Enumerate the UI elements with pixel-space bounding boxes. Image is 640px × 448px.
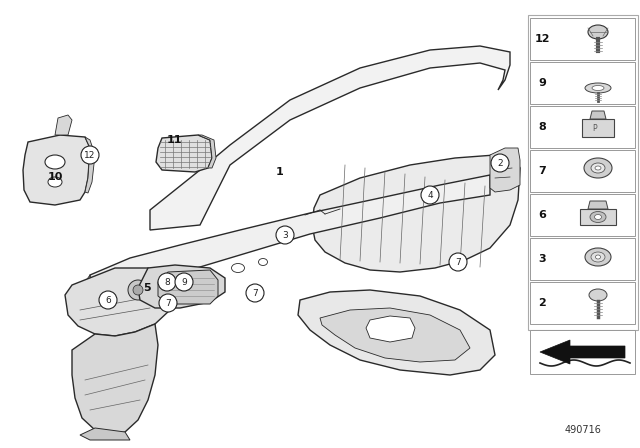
Text: 8: 8 [538,122,546,132]
Polygon shape [158,270,218,304]
Text: 6: 6 [105,296,111,305]
Text: 490716: 490716 [564,425,602,435]
Polygon shape [85,275,90,318]
Text: 2: 2 [538,298,546,308]
Ellipse shape [171,273,199,287]
Text: 3: 3 [282,231,288,240]
Text: 2: 2 [497,159,503,168]
Polygon shape [23,135,90,205]
Polygon shape [320,308,470,362]
Text: 7: 7 [252,289,258,297]
Bar [530,62,635,104]
Bar [530,106,635,148]
Ellipse shape [595,215,602,220]
Circle shape [158,273,176,291]
Bar [530,330,635,374]
Bar [582,119,614,137]
Ellipse shape [232,263,244,272]
Text: 1: 1 [276,167,284,177]
Ellipse shape [595,255,600,259]
Ellipse shape [590,211,606,223]
Circle shape [128,280,148,300]
Ellipse shape [591,163,605,173]
Circle shape [421,186,439,204]
Bar [580,209,616,225]
Circle shape [246,284,264,302]
Bar [530,150,635,192]
Circle shape [159,294,177,312]
Polygon shape [150,46,510,230]
Text: 12: 12 [534,34,550,44]
Text: P: P [593,124,597,133]
Circle shape [175,273,193,291]
Text: 10: 10 [47,172,63,182]
Polygon shape [588,201,608,209]
Ellipse shape [45,155,65,169]
Polygon shape [138,265,225,308]
Polygon shape [366,316,415,342]
Ellipse shape [595,166,601,170]
Ellipse shape [48,177,62,187]
Polygon shape [156,135,212,172]
Bar [530,238,635,280]
Polygon shape [55,115,72,135]
Text: 7: 7 [538,166,546,176]
Polygon shape [85,137,95,193]
Polygon shape [298,290,495,375]
Polygon shape [540,340,625,364]
Text: 12: 12 [84,151,96,159]
Ellipse shape [588,25,608,39]
Polygon shape [312,155,520,272]
Bar [530,18,635,60]
Text: 9: 9 [181,277,187,287]
Ellipse shape [592,86,604,90]
Text: 5: 5 [143,283,151,293]
Ellipse shape [589,289,607,301]
Circle shape [491,154,509,172]
Text: 6: 6 [538,210,546,220]
Ellipse shape [591,252,605,262]
Polygon shape [72,324,158,435]
Text: 3: 3 [538,254,546,264]
Text: 8: 8 [164,277,170,287]
Ellipse shape [584,158,612,178]
Polygon shape [198,135,216,168]
Bar [530,194,635,236]
Bar [530,282,635,324]
Text: 4: 4 [427,190,433,199]
Circle shape [276,226,294,244]
Text: 7: 7 [455,258,461,267]
Ellipse shape [585,248,611,266]
Ellipse shape [259,258,268,266]
Polygon shape [80,428,130,440]
Text: 11: 11 [166,135,182,145]
Polygon shape [590,111,606,119]
Polygon shape [490,148,520,192]
Text: 9: 9 [538,78,546,88]
Ellipse shape [585,83,611,93]
Text: 7: 7 [165,298,171,307]
Polygon shape [528,15,638,330]
Circle shape [133,285,143,295]
Polygon shape [65,268,175,336]
Polygon shape [90,175,490,310]
Circle shape [99,291,117,309]
Circle shape [81,146,99,164]
Circle shape [449,253,467,271]
